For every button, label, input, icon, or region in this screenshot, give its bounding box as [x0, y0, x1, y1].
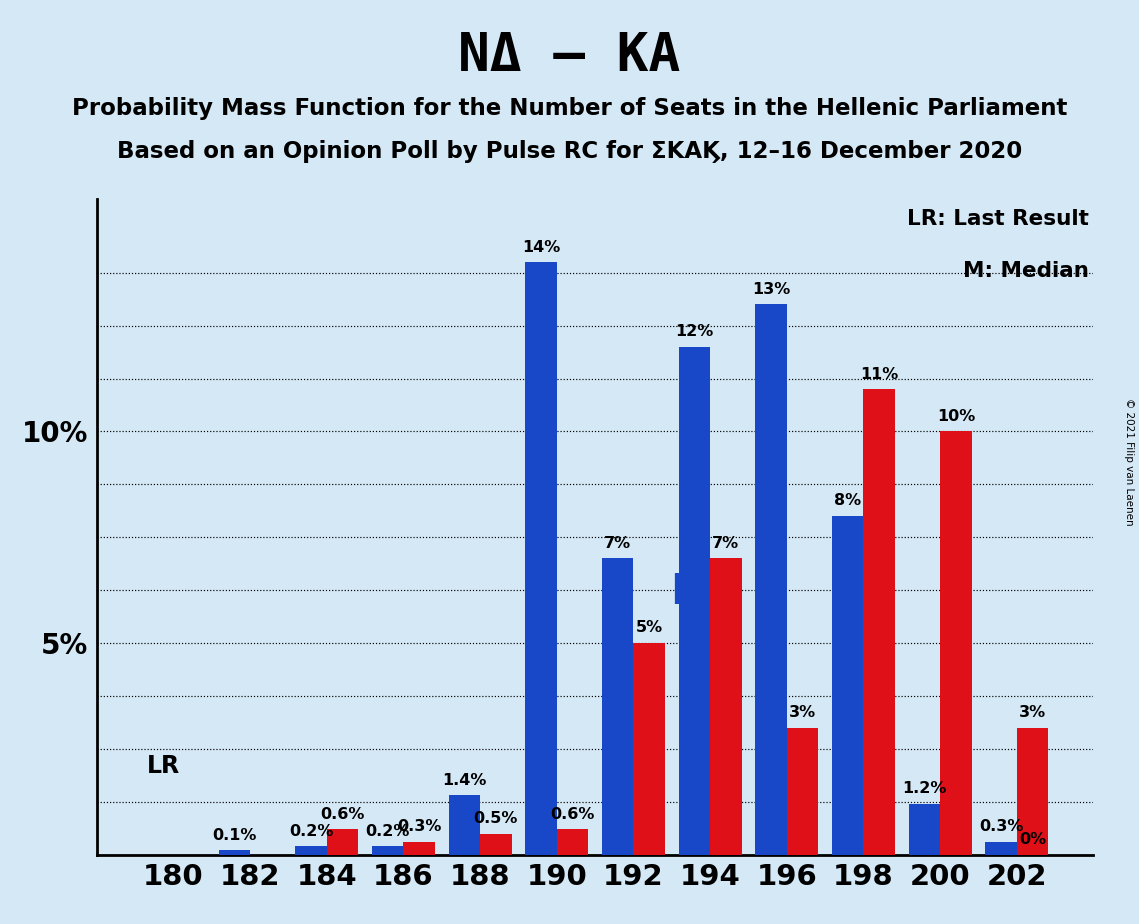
Text: 0.1%: 0.1% — [212, 828, 256, 843]
Text: Based on an Opinion Poll by Pulse RC for ΣKAϏ, 12–16 December 2020: Based on an Opinion Poll by Pulse RC for… — [117, 140, 1022, 164]
Bar — [787, 728, 818, 855]
Text: Probability Mass Function for the Number of Seats in the Hellenic Parliament: Probability Mass Function for the Number… — [72, 97, 1067, 120]
Text: © 2021 Filip van Laenen: © 2021 Filip van Laenen — [1124, 398, 1133, 526]
Bar — [863, 389, 895, 855]
Text: 0.3%: 0.3% — [398, 820, 442, 834]
Text: 0.3%: 0.3% — [978, 820, 1023, 834]
Text: LR: Last Result: LR: Last Result — [907, 209, 1089, 228]
Text: 13%: 13% — [752, 282, 790, 297]
Bar — [372, 846, 403, 855]
Bar — [603, 558, 633, 855]
Text: 0.5%: 0.5% — [474, 811, 518, 826]
Text: 1.2%: 1.2% — [902, 782, 947, 796]
Bar — [219, 850, 251, 855]
Text: 0.2%: 0.2% — [366, 823, 410, 839]
Text: 14%: 14% — [522, 239, 560, 254]
Text: 0.2%: 0.2% — [289, 823, 334, 839]
Bar — [633, 643, 665, 855]
Text: 7%: 7% — [712, 536, 739, 551]
Text: 5%: 5% — [636, 620, 663, 636]
Bar — [831, 517, 863, 855]
Bar — [449, 796, 481, 855]
Bar — [985, 842, 1017, 855]
Bar — [403, 842, 435, 855]
Text: 10%: 10% — [936, 408, 975, 424]
Bar — [909, 804, 940, 855]
Bar — [295, 846, 327, 855]
Bar — [525, 262, 557, 855]
Text: M: M — [670, 571, 712, 614]
Text: LR: LR — [147, 754, 180, 778]
Bar — [557, 830, 588, 855]
Text: NΔ – KA: NΔ – KA — [458, 30, 681, 81]
Text: 7%: 7% — [604, 536, 631, 551]
Text: 3%: 3% — [789, 705, 816, 720]
Bar — [755, 305, 787, 855]
Bar — [940, 432, 972, 855]
Text: 0.6%: 0.6% — [550, 807, 595, 821]
Text: 1.4%: 1.4% — [442, 772, 486, 788]
Text: M: Median: M: Median — [962, 261, 1089, 281]
Bar — [1017, 728, 1048, 855]
Bar — [481, 833, 511, 855]
Text: 11%: 11% — [860, 367, 899, 382]
Text: 0%: 0% — [1019, 833, 1046, 847]
Bar — [327, 830, 359, 855]
Text: 8%: 8% — [834, 493, 861, 508]
Bar — [710, 558, 741, 855]
Text: 0.6%: 0.6% — [320, 807, 364, 821]
Text: 3%: 3% — [1019, 705, 1046, 720]
Bar — [679, 346, 710, 855]
Text: 12%: 12% — [675, 324, 713, 339]
